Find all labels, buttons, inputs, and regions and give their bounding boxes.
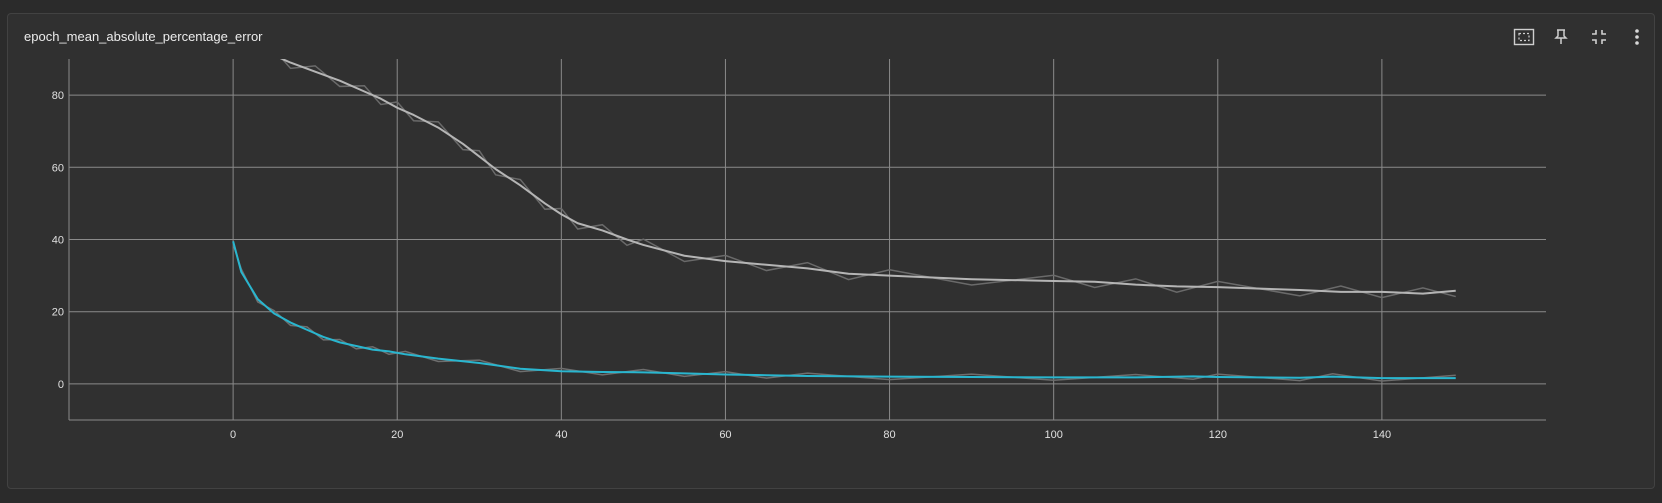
- pin-icon: [1554, 29, 1568, 44]
- series-group: [232, 59, 1456, 382]
- series-2-line: [279, 59, 1456, 295]
- collapse-button[interactable]: [1586, 24, 1612, 50]
- y-tick-label: 60: [52, 162, 64, 174]
- fit-domain-icon: [1513, 28, 1535, 46]
- x-tick-label: 100: [1044, 429, 1062, 441]
- line-chart: 0 20 40 60 80 0 20 40 60 80 100 120 140: [52, 59, 1546, 441]
- x-tick-label: 0: [230, 429, 236, 441]
- x-tick-label: 120: [1209, 429, 1227, 441]
- x-tick-label: 140: [1373, 429, 1391, 441]
- y-tick-label: 40: [52, 235, 64, 247]
- y-tick-label: 80: [52, 90, 64, 102]
- x-tick-label: 20: [391, 429, 403, 441]
- more-vert-icon: [1635, 29, 1639, 45]
- more-button[interactable]: [1624, 24, 1650, 50]
- pin-button[interactable]: [1548, 24, 1574, 50]
- x-tick-label: 60: [719, 429, 731, 441]
- fit-domain-button[interactable]: [1511, 24, 1537, 50]
- series-2-raw-line: [281, 59, 1456, 299]
- series-1-raw-line: [232, 243, 1456, 382]
- y-tick-label: 20: [52, 307, 64, 319]
- chart-title: epoch_mean_absolute_percentage_error: [24, 29, 263, 44]
- collapse-icon: [1592, 30, 1606, 44]
- x-tick-label: 80: [883, 429, 895, 441]
- series-1-line: [232, 241, 1456, 380]
- y-tick-label: 0: [58, 379, 64, 391]
- scalar-chart-card: epoch_mean_absolute_percentage_error: [7, 13, 1655, 489]
- x-tick-label: 40: [555, 429, 567, 441]
